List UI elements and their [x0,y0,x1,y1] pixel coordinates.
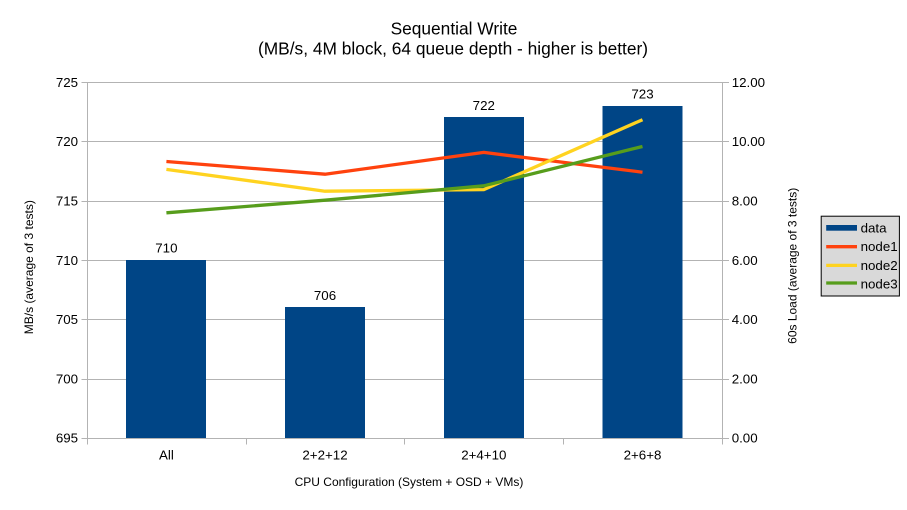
svg-text:node1: node1 [861,239,898,254]
svg-text:722: 722 [473,98,495,113]
svg-text:710: 710 [155,241,177,256]
svg-text:60s Load (average of 3 tests): 60s Load (average of 3 tests) [785,188,799,344]
svg-text:695: 695 [56,431,78,446]
svg-text:705: 705 [56,312,78,327]
svg-text:CPU Configuration (System + OS: CPU Configuration (System + OSD + VMs) [295,475,524,489]
svg-text:725: 725 [56,75,78,90]
svg-text:All: All [159,448,174,463]
svg-text:Sequential Write: Sequential Write [391,19,518,39]
svg-text:4.00: 4.00 [732,312,758,327]
svg-text:12.00: 12.00 [732,75,765,90]
svg-text:715: 715 [56,193,78,208]
svg-text:node3: node3 [861,276,898,291]
svg-text:700: 700 [56,371,78,386]
svg-text:node2: node2 [861,258,898,273]
svg-text:6.00: 6.00 [732,253,758,268]
svg-text:0.00: 0.00 [732,431,758,446]
svg-text:8.00: 8.00 [732,193,758,208]
svg-text:723: 723 [631,86,653,101]
svg-text:2+6+8: 2+6+8 [624,448,662,463]
svg-text:MB/s (average of 3 tests): MB/s (average of 3 tests) [22,200,36,334]
svg-text:(MB/s, 4M block, 64 queue dept: (MB/s, 4M block, 64 queue depth - higher… [258,38,648,58]
svg-text:data: data [861,221,888,236]
svg-text:2+4+10: 2+4+10 [461,448,506,463]
svg-text:706: 706 [314,288,336,303]
svg-text:2.00: 2.00 [732,371,758,386]
svg-text:720: 720 [56,134,78,149]
svg-text:710: 710 [56,253,78,268]
svg-text:10.00: 10.00 [732,134,765,149]
svg-text:2+2+12: 2+2+12 [302,448,347,463]
